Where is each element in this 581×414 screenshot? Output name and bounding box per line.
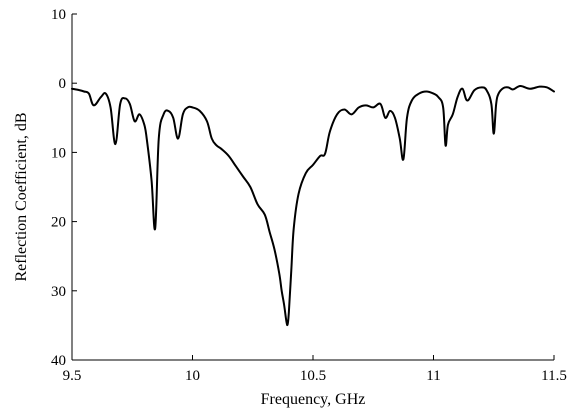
x-tick-label: 9.5 <box>63 368 82 384</box>
x-tick-label: 11 <box>426 368 440 384</box>
series-line <box>71 84 555 327</box>
y-tick-label: 40 <box>51 353 66 369</box>
y-tick-label: 0 <box>59 76 67 92</box>
y-axis-title: Reflection Coefficient, dB <box>13 113 30 282</box>
x-tick-label: 11.5 <box>541 368 567 384</box>
y-ticks: 10 0 10 20 30 40 <box>51 7 77 369</box>
x-tick-label: 10 <box>185 368 200 384</box>
y-tick-label: 20 <box>51 215 66 231</box>
x-tick-label: 10.5 <box>300 368 326 384</box>
y-tick-label: 30 <box>51 284 66 300</box>
x-axis-title: Frequency, GHz <box>261 391 366 408</box>
y-tick-label: 10 <box>51 7 66 23</box>
axes <box>71 14 554 361</box>
y-tick-label: 10 <box>51 145 66 161</box>
series-layer <box>71 84 555 327</box>
x-ticks: 9.5 10 10.5 11 11.5 <box>63 355 567 384</box>
